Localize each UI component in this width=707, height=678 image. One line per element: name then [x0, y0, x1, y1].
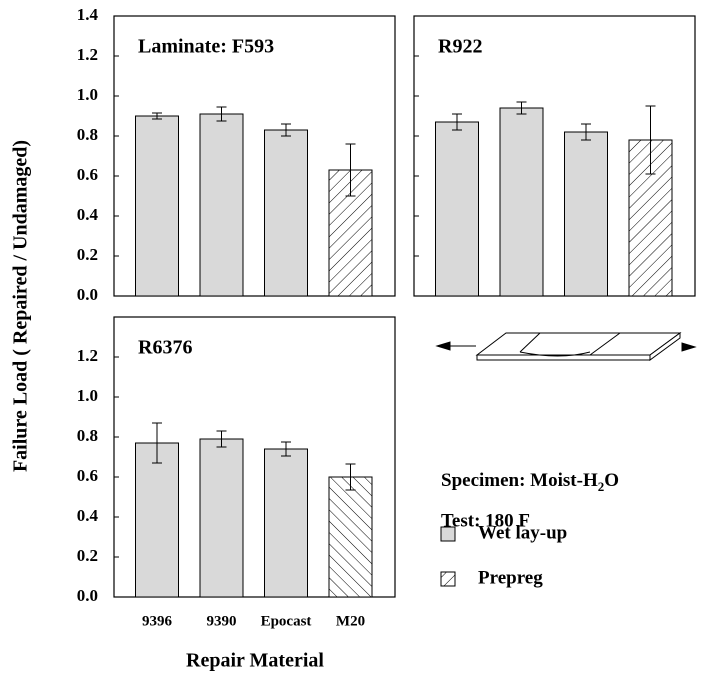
panel-title: R6376 — [138, 337, 192, 359]
bar — [264, 448, 308, 598]
x-axis-label: Repair Material — [186, 650, 324, 672]
y-tick-label: 0.6 — [77, 466, 98, 485]
bar — [135, 442, 179, 598]
bar — [199, 438, 244, 598]
plot-frame — [113, 316, 396, 598]
legend-label: Prepreg — [478, 567, 543, 588]
plot-frame — [113, 15, 396, 297]
bar — [564, 131, 608, 297]
bar — [328, 476, 373, 598]
y-tick-label: 1.2 — [77, 45, 98, 64]
y-tick-label: 1.4 — [77, 5, 99, 24]
y-tick-label: 0.0 — [77, 285, 98, 304]
legend-swatch — [440, 526, 456, 542]
legend-swatch — [440, 571, 456, 587]
specimen-diagram — [435, 332, 697, 361]
y-tick-label: 1.0 — [77, 85, 98, 104]
test-label: Test: 180 F — [441, 510, 530, 531]
panel-title: R922 — [438, 36, 482, 58]
y-tick-label: 0.8 — [77, 426, 98, 445]
legend-label: Wet lay-up — [478, 522, 567, 543]
bar — [264, 129, 308, 297]
bar — [135, 115, 179, 297]
specimen-text: Specimen: Moist-H — [441, 470, 598, 491]
y-tick-label: 0.4 — [77, 205, 99, 224]
x-tick-label: M20 — [336, 613, 365, 629]
x-tick-label: Epocast — [261, 613, 312, 629]
y-tick-label: 0.8 — [77, 125, 98, 144]
panel-title: Laminate: F593 — [138, 36, 274, 58]
y-tick-label: 0.0 — [77, 586, 98, 605]
y-tick-label: 0.6 — [77, 165, 98, 184]
y-tick-label: 1.0 — [77, 386, 98, 405]
specimen-after: O — [604, 470, 619, 491]
bar — [435, 121, 479, 297]
y-tick-label: 1.2 — [77, 346, 98, 365]
plot-frame — [413, 15, 696, 297]
specimen-label: Specimen: Moist-H2O — [441, 470, 619, 494]
specimen-sub: 2 — [598, 479, 605, 494]
y-tick-label: 0.2 — [77, 546, 98, 565]
x-tick-label: 9390 — [207, 613, 237, 629]
bar — [199, 113, 244, 297]
y-axis-label: Failure Load ( Repaired / Undamaged) — [10, 140, 32, 472]
y-tick-label: 0.4 — [77, 506, 99, 525]
x-tick-label: 9396 — [142, 613, 173, 629]
bar — [499, 107, 544, 297]
y-tick-label: 0.2 — [77, 245, 98, 264]
